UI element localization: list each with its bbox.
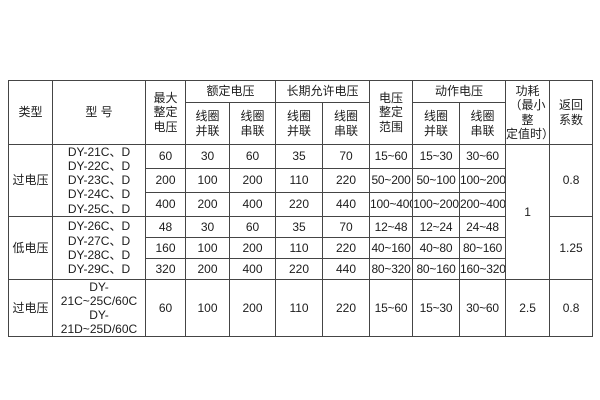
subheader-longterm-coil-parallel: 线圈 并联 xyxy=(275,102,324,145)
subheader-longterm-coil-series: 线圈 串联 xyxy=(322,102,371,145)
header-row-1: 类型 型 号 最大 整定 电压 额定电压 长期允许电压 电压 整定 范围 动作电… xyxy=(8,80,594,145)
setting-range-value: 50~200 xyxy=(369,167,414,193)
return-coefficient-group1: 0.8 xyxy=(549,144,594,217)
operating-series-value: 160~320 xyxy=(459,257,507,280)
operating-parallel-value: 12~24 xyxy=(412,215,461,238)
rated-parallel-value: 100 xyxy=(185,278,230,338)
rated-parallel-value: 30 xyxy=(185,215,230,238)
col-header-power-consumption: 功耗 （最小整 定值时） xyxy=(505,80,551,145)
operating-parallel-value: 15~30 xyxy=(412,144,461,169)
longterm-series-value: 440 xyxy=(322,257,371,280)
longterm-parallel-value: 110 xyxy=(275,278,324,338)
table-row: 400 200 400 220 440 100~400 100~200 200~… xyxy=(9,191,593,217)
rated-parallel-value: 200 xyxy=(185,257,230,280)
power-consumption-value-main: 1 xyxy=(505,144,551,280)
operating-series-value: 80~160 xyxy=(459,236,507,259)
operating-parallel-value: 50~100 xyxy=(412,167,461,193)
col-header-max-setting-voltage: 最大 整定 电压 xyxy=(145,80,186,145)
max-setting-value: 48 xyxy=(145,215,186,238)
setting-range-value: 80~320 xyxy=(369,257,414,280)
rated-series-value: 400 xyxy=(228,257,277,280)
operating-series-value: 100~200 xyxy=(459,167,507,193)
longterm-parallel-value: 110 xyxy=(275,236,324,259)
return-coefficient-group3: 0.8 xyxy=(549,278,594,338)
operating-parallel-value: 100~200 xyxy=(412,191,461,217)
col-header-rated-voltage: 额定电压 xyxy=(184,80,277,103)
setting-range-value: 15~60 xyxy=(369,278,414,338)
col-header-long-term-voltage: 长期允许电压 xyxy=(275,80,371,103)
relay-spec-table: 类型 型 号 最大 整定 电压 额定电压 长期允许电压 电压 整定 范围 动作电… xyxy=(8,80,594,338)
rated-parallel-value: 200 xyxy=(185,191,230,217)
longterm-parallel-value: 35 xyxy=(275,215,324,238)
col-header-operating-voltage: 动作电压 xyxy=(412,80,507,103)
longterm-series-value: 220 xyxy=(322,236,371,259)
longterm-parallel-value: 35 xyxy=(275,144,324,169)
col-header-model: 型 号 xyxy=(52,80,146,145)
subheader-rated-coil-parallel: 线圈 并联 xyxy=(185,102,230,145)
setting-range-value: 12~48 xyxy=(369,215,414,238)
model-cell-group2: DY-26C、D DY-27C、D DY-28C、D DY-29C、D xyxy=(52,215,146,280)
return-coefficient-group2: 1.25 xyxy=(549,215,594,280)
subheader-operating-coil-series: 线圈 串联 xyxy=(459,102,507,145)
max-setting-value: 400 xyxy=(145,191,186,217)
operating-series-value: 30~60 xyxy=(459,278,507,338)
model-cell-group3: DY-21C~25C/60C DY-21D~25D/60C xyxy=(52,278,146,338)
longterm-series-value: 70 xyxy=(322,144,371,169)
operating-parallel-value: 40~80 xyxy=(412,236,461,259)
type-cell-overvoltage-1: 过电压 xyxy=(8,144,53,217)
setting-range-value: 40~160 xyxy=(369,236,414,259)
table-row: 过电压 DY-21C、D DY-22C、D DY-23C、D DY-24C、D … xyxy=(8,144,594,280)
operating-series-value: 24~48 xyxy=(459,215,507,238)
longterm-parallel-value: 220 xyxy=(275,257,324,280)
rated-series-value: 200 xyxy=(228,278,277,338)
power-consumption-value-last: 2.5 xyxy=(505,278,551,338)
table-row: 320 200 400 220 440 80~320 80~160 160~32… xyxy=(9,257,593,280)
table-row: 过电压 DY-21C~25C/60C DY-21D~25D/60C 60 100… xyxy=(8,278,594,338)
setting-range-value: 15~60 xyxy=(369,144,414,169)
subheader-operating-coil-parallel: 线圈 并联 xyxy=(412,102,461,145)
model-cell-group1: DY-21C、D DY-22C、D DY-23C、D DY-24C、D DY-2… xyxy=(52,144,146,217)
longterm-series-value: 220 xyxy=(322,167,371,193)
type-cell-undervoltage: 低电压 xyxy=(8,215,53,280)
operating-series-value: 200~400 xyxy=(459,191,507,217)
rated-series-value: 60 xyxy=(228,215,277,238)
operating-parallel-value: 15~30 xyxy=(412,278,461,338)
longterm-series-value: 220 xyxy=(322,278,371,338)
rated-series-value: 60 xyxy=(228,144,277,169)
col-header-type: 类型 xyxy=(8,80,53,145)
rated-series-value: 200 xyxy=(228,236,277,259)
longterm-parallel-value: 110 xyxy=(275,167,324,193)
table-row: 低电压 DY-26C、D DY-27C、D DY-28C、D DY-29C、D … xyxy=(8,215,594,280)
rated-parallel-value: 100 xyxy=(185,236,230,259)
longterm-series-value: 70 xyxy=(322,215,371,238)
col-header-return-coefficient: 返回 系数 xyxy=(549,80,594,145)
rated-series-value: 400 xyxy=(228,191,277,217)
col-header-setting-range: 电压 整定 范围 xyxy=(369,80,414,145)
max-setting-value: 60 xyxy=(145,144,186,169)
longterm-parallel-value: 220 xyxy=(275,191,324,217)
max-setting-value: 60 xyxy=(145,278,186,338)
max-setting-value: 200 xyxy=(145,167,186,193)
max-setting-value: 320 xyxy=(145,257,186,280)
operating-series-value: 30~60 xyxy=(459,144,507,169)
rated-series-value: 200 xyxy=(228,167,277,193)
longterm-series-value: 440 xyxy=(322,191,371,217)
max-setting-value: 160 xyxy=(145,236,186,259)
setting-range-value: 100~400 xyxy=(369,191,414,217)
rated-parallel-value: 100 xyxy=(185,167,230,193)
rated-parallel-value: 30 xyxy=(185,144,230,169)
subheader-rated-coil-series: 线圈 串联 xyxy=(228,102,277,145)
operating-parallel-value: 80~160 xyxy=(412,257,461,280)
header-row-2: 线圈 并联 线圈 串联 线圈 并联 线圈 串联 线圈 并联 线圈 串联 xyxy=(9,102,593,145)
type-cell-overvoltage-2: 过电压 xyxy=(8,278,53,338)
